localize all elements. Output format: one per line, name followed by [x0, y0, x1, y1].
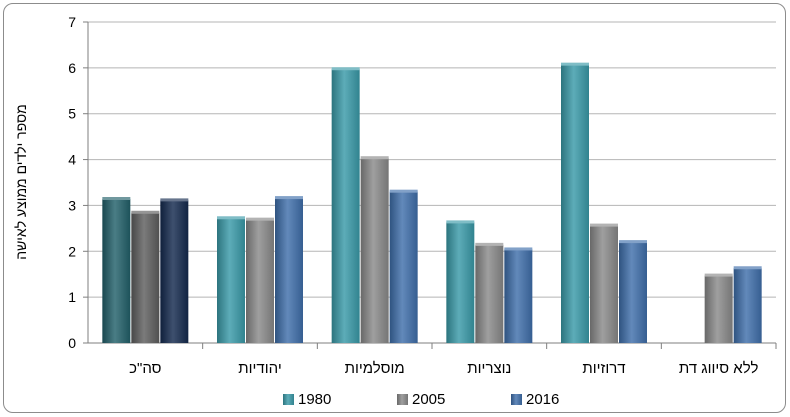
- bar-2016: [619, 242, 647, 343]
- bar-2005: [590, 225, 618, 343]
- bar-1980: [446, 222, 475, 343]
- bar-top-highlight: [704, 273, 733, 277]
- x-category-label: יהודיות: [238, 360, 281, 377]
- bar-top-highlight: [217, 216, 245, 220]
- y-tick-label: 6: [68, 60, 76, 76]
- bar-1980: [102, 199, 131, 343]
- bar-2016: [275, 198, 303, 343]
- legend-swatch-2016: [511, 394, 522, 405]
- y-tick-label: 0: [68, 335, 76, 351]
- category-labels: סה"כ יהודיות מוסלמיות נוצריות דרוזיות ללא סיו…: [129, 360, 758, 377]
- y-tick-label: 5: [68, 106, 76, 122]
- bar-2005: [704, 275, 733, 343]
- y-axis-label: מספר ילדים ממוצע לאישה: [13, 104, 29, 260]
- bar-top-highlight: [504, 247, 533, 251]
- y-tick-labels: 0 1 2 3 4 5 6 7: [68, 14, 76, 351]
- bar-2016: [504, 249, 533, 343]
- bar-top-highlight: [360, 156, 389, 160]
- bars: [102, 62, 762, 344]
- legend-label-1980: 1980: [298, 391, 331, 408]
- y-tick-label: 7: [68, 14, 76, 30]
- bar-top-highlight: [590, 223, 618, 227]
- bar-top-highlight: [389, 189, 418, 193]
- bar-top-highlight: [160, 198, 189, 202]
- x-category-label: מוסלמיות: [345, 360, 405, 377]
- bar-2005: [246, 219, 274, 343]
- bar-2005: [475, 244, 504, 343]
- gridlines: [88, 21, 776, 298]
- bar-top-highlight: [475, 242, 504, 246]
- bar-top-highlight: [275, 196, 303, 200]
- bar-top-highlight: [102, 197, 131, 201]
- bar-1980: [331, 69, 360, 344]
- bar-top-highlight: [619, 240, 647, 244]
- legend-label-2005: 2005: [412, 391, 445, 408]
- bar-2005: [131, 212, 160, 343]
- y-tick-label: 2: [68, 243, 76, 259]
- bar-2005: [360, 158, 389, 343]
- x-category-label: נוצריות: [467, 360, 511, 377]
- bar-top-highlight: [131, 210, 160, 214]
- bar-top-highlight: [561, 62, 589, 66]
- bar-2016: [733, 268, 762, 343]
- bar-1980: [217, 218, 245, 343]
- bar-top-highlight: [733, 266, 762, 270]
- axes: [83, 21, 777, 349]
- bar-1980: [561, 64, 589, 343]
- bar-top-highlight: [446, 220, 475, 224]
- y-tick-label: 3: [68, 197, 76, 213]
- bar-2016: [389, 191, 418, 343]
- bar-top-highlight: [246, 217, 274, 221]
- bar-top-highlight: [331, 67, 360, 71]
- bar-2016: [160, 200, 189, 343]
- legend-swatch-1980: [283, 394, 294, 405]
- y-tick-label: 1: [68, 289, 76, 305]
- x-category-label: ללא סיווג דת: [679, 360, 759, 377]
- x-category-label: סה"כ: [129, 360, 162, 377]
- legend-swatch-2005: [397, 394, 408, 405]
- x-category-label: דרוזיות: [582, 360, 625, 377]
- legend: 1980 2005 2016: [283, 391, 559, 408]
- legend-label-2016: 2016: [526, 391, 559, 408]
- y-tick-label: 4: [68, 152, 76, 168]
